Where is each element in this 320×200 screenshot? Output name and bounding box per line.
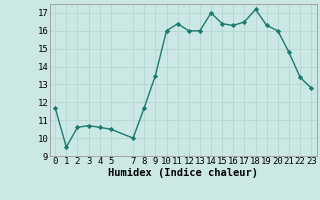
X-axis label: Humidex (Indice chaleur): Humidex (Indice chaleur)	[108, 168, 258, 178]
